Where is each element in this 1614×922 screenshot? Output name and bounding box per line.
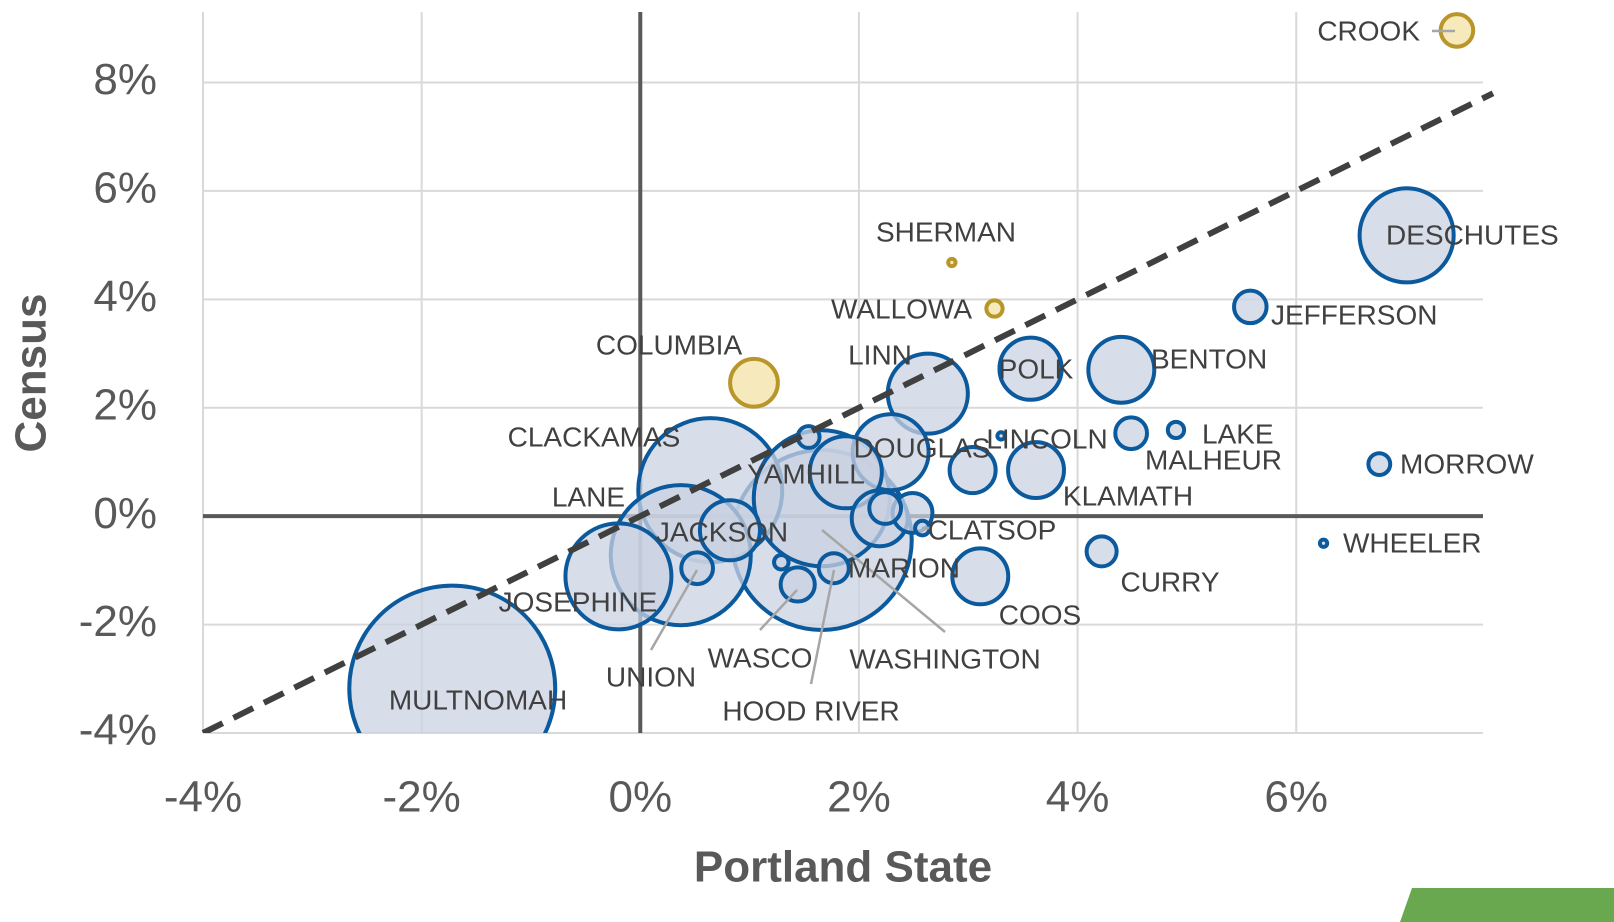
point-label: HOOD RIVER: [722, 695, 899, 726]
point-label: MALHEUR: [1145, 444, 1282, 475]
leader-line: [759, 589, 798, 631]
corner-decoration: [1400, 888, 1614, 922]
point-label: WHEELER: [1343, 527, 1481, 558]
bubble: [1232, 288, 1269, 326]
bubble: [1366, 451, 1393, 478]
x-tick-label: 6%: [1264, 773, 1328, 822]
bubbles: [201, 12, 1495, 733]
point-label: MORROW: [1400, 448, 1534, 479]
x-tick-label: -4%: [164, 773, 242, 822]
bubble: [778, 565, 817, 604]
bubble: [947, 445, 998, 496]
x-axis-title: Portland State: [694, 843, 992, 892]
point-label: LINN: [848, 339, 912, 370]
point-label: LINCOLN: [986, 423, 1107, 454]
bubble: [984, 298, 1005, 319]
point-label: YAMHILL: [747, 458, 865, 489]
bubble: [867, 490, 904, 526]
y-tick-label: -2%: [79, 597, 157, 646]
point-label: DOUGLAS: [854, 432, 991, 463]
point-label: POLK: [999, 353, 1074, 384]
reference-line: [201, 90, 1495, 733]
point-label: BENTON: [1151, 343, 1267, 374]
bubble: [728, 356, 780, 409]
point-label: JOSEPHINE: [499, 586, 658, 617]
point-label: CLATSOP: [928, 514, 1057, 545]
point-label: CURRY: [1120, 566, 1219, 597]
point-label: WASCO: [708, 642, 813, 673]
bubble: [697, 498, 762, 563]
y-tick-label: 6%: [93, 164, 157, 213]
bubble: [997, 335, 1064, 402]
point-label: MARION: [848, 552, 960, 583]
y-tick-label: 2%: [93, 380, 157, 429]
point-label: DESCHUTES: [1386, 219, 1559, 250]
bubble: [1006, 440, 1066, 501]
point-label: CROOK: [1317, 15, 1420, 46]
leader-line: [821, 529, 946, 633]
bubble: [1165, 419, 1187, 441]
y-tick-label: 4%: [93, 272, 157, 321]
bubble: [1357, 186, 1456, 285]
x-tick-label: 4%: [1046, 773, 1110, 822]
point-label: WALLOWA: [831, 293, 972, 324]
bubble: [995, 430, 1007, 442]
bubble: [950, 546, 1011, 607]
x-tick-label: 0%: [608, 773, 672, 822]
point-label: KLAMATH: [1063, 480, 1193, 511]
bubble: [679, 550, 716, 587]
leader-line: [649, 569, 699, 651]
point-label: LANE: [552, 481, 625, 512]
point-label: SHERMAN: [876, 216, 1016, 247]
bubble: [347, 583, 558, 733]
bubble: [816, 551, 851, 586]
point-label: UNION: [606, 661, 696, 692]
y-tick-label: 0%: [93, 489, 157, 538]
bubble: [1086, 334, 1157, 405]
bubble: [1317, 537, 1330, 549]
point-label: MULTNOMAH: [389, 684, 567, 715]
bubble: [563, 521, 674, 632]
point-label: JEFFERSON: [1271, 299, 1437, 330]
bubble: [1113, 415, 1150, 452]
bubble: [807, 434, 884, 511]
bubble: [772, 552, 791, 572]
point-label: CLACKAMAS: [508, 421, 681, 452]
leader-line: [809, 569, 836, 685]
grid: -4% -2% 0% 2% 4% 6% -4% -2% 0% 2% 4% 6% 8%: [79, 12, 1483, 822]
point-label: JACKSON: [656, 516, 788, 547]
x-tick-label: -2%: [383, 773, 461, 822]
y-tick-label: 8%: [93, 55, 157, 104]
y-axis-title: Census: [7, 294, 56, 453]
x-tick-label: 2%: [827, 773, 891, 822]
point-label: LAKE: [1202, 418, 1274, 449]
bubble: [1084, 534, 1119, 569]
point-label: WASHINGTON: [849, 643, 1040, 674]
point-label: COOS: [999, 599, 1081, 630]
y-tick-label: -4%: [79, 706, 157, 755]
bubble: [946, 256, 958, 269]
point-label: COLUMBIA: [596, 329, 743, 360]
labels: CROOK DESCHUTES SHERMAN WALLOWA JEFFERSON COL…: [389, 15, 1559, 726]
